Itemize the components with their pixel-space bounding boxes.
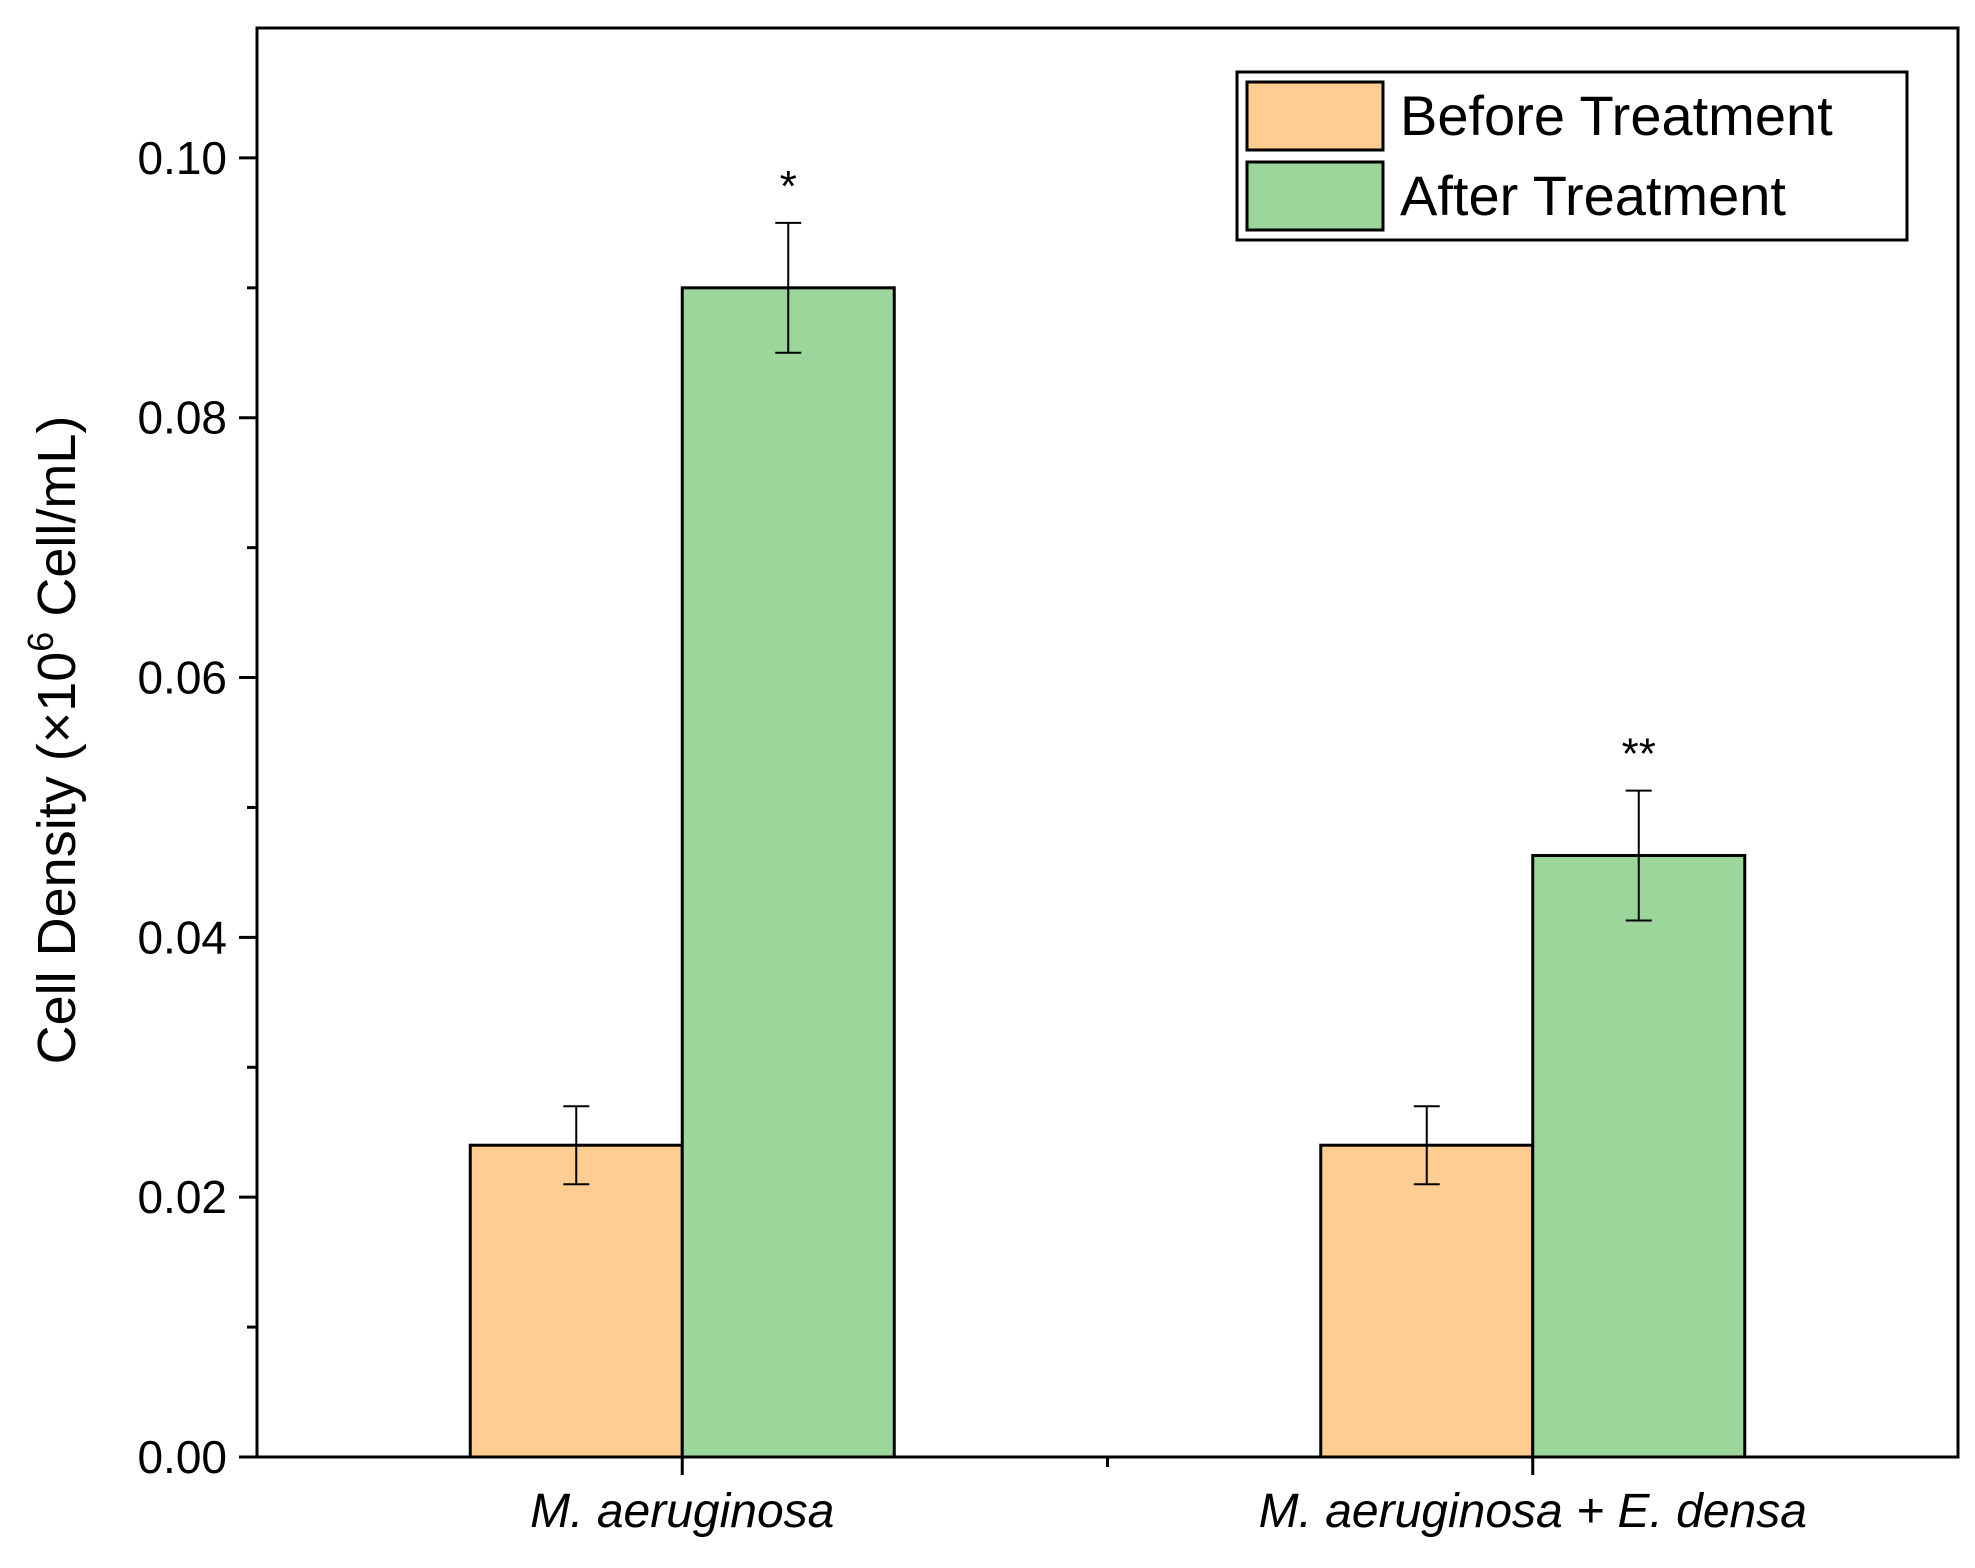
x-category-label: M. aeruginosa + E. densa [1259, 1485, 1807, 1538]
y-tick-label: 0.08 [137, 392, 227, 444]
bar-after-treatment-1 [1531, 854, 1747, 1459]
legend-label-after-treatment: After Treatment [1400, 164, 1786, 227]
legend-swatch-after-treatment [1245, 160, 1385, 232]
bar-before-treatment-0 [468, 1143, 684, 1459]
axes [239, 26, 1960, 1475]
y-axis-title-main: Cell Density (×10 [27, 652, 87, 1065]
y-tick-label: 0.06 [137, 652, 227, 704]
y-tick-label: 0.04 [137, 911, 227, 963]
y-axis-title-tail: Cell/mL) [27, 416, 87, 632]
y-tick-label: 0.10 [137, 132, 227, 184]
y-tick-label: 0.00 [137, 1431, 227, 1483]
bar-before-treatment-1 [1319, 1143, 1535, 1459]
labels: 0.00 0.02 0.04 0.06 0.08 0.10 * M. aeruginosa **… [137, 132, 1806, 1538]
bar-after-treatment-0 [680, 286, 896, 1459]
plot-frame [255, 26, 1960, 1459]
legend-label-before-treatment: Before Treatment [1400, 84, 1833, 147]
significance-marker: ** [1622, 730, 1656, 779]
y-axis-title: Cell Density (×106 Cell/mL) [20, 416, 87, 1065]
y-tick-label: 0.02 [137, 1171, 227, 1223]
legend: Before Treatment After Treatment [1235, 70, 1909, 242]
x-category-label: M. aeruginosa [530, 1485, 834, 1538]
significance-marker: * [780, 162, 797, 211]
legend-swatch-before-treatment [1245, 80, 1385, 152]
bars [468, 221, 1747, 1459]
y-axis-title-superscript: 6 [20, 632, 61, 652]
